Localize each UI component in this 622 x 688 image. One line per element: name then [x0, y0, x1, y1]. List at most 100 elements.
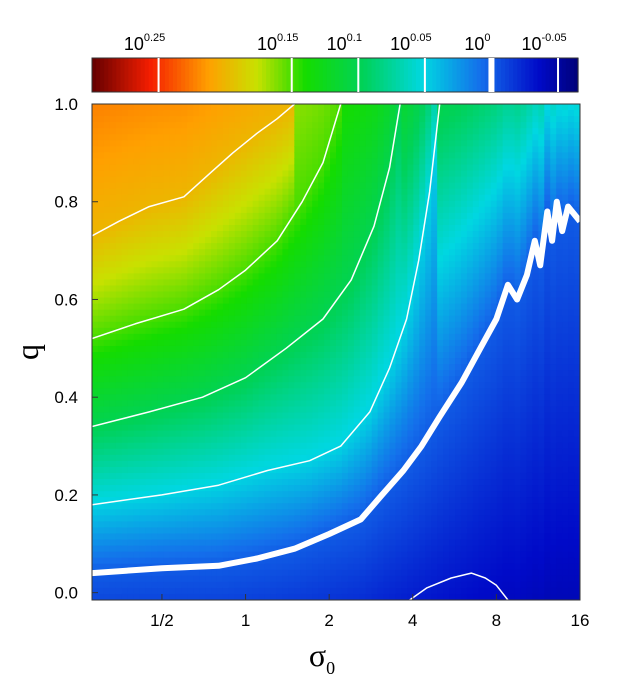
heatmap-cell	[377, 539, 385, 547]
heatmap-cell	[383, 255, 391, 262]
heatmap-cell	[234, 352, 242, 359]
heatmap-cell	[163, 442, 171, 450]
heatmap-cell	[133, 521, 141, 529]
heatmap-cell	[306, 521, 313, 529]
heatmap-cell	[407, 261, 415, 269]
heatmap-cell	[336, 557, 343, 565]
heatmap-cell	[288, 563, 296, 571]
heatmap-cell	[234, 376, 242, 383]
heatmap-cell	[121, 430, 129, 438]
heatmap-cell	[240, 206, 248, 214]
heatmap-cell	[312, 382, 319, 389]
heatmap-cell	[252, 297, 260, 305]
heatmap-cell	[145, 279, 153, 287]
colorbar-cell	[545, 58, 551, 92]
heatmap-cell	[437, 122, 444, 129]
heatmap-cell	[288, 206, 296, 214]
colorbar-cell	[217, 58, 223, 92]
heatmap-cell	[371, 551, 379, 559]
heatmap-cell	[97, 321, 105, 329]
heatmap-cell	[341, 146, 349, 154]
heatmap-cell	[258, 116, 266, 123]
heatmap-cell	[187, 509, 194, 517]
heatmap-cell	[216, 545, 224, 553]
heatmap-cell	[234, 364, 242, 371]
heatmap-cell	[145, 575, 153, 583]
heatmap-cell	[163, 418, 171, 426]
heatmap-cell	[151, 587, 159, 595]
heatmap-cell	[163, 521, 171, 529]
heatmap-cell	[103, 394, 111, 402]
heatmap-cell	[401, 164, 409, 172]
heatmap-cell	[234, 569, 242, 577]
heatmap-cell	[145, 291, 153, 299]
heatmap-cell	[324, 315, 331, 323]
heatmap-cell	[216, 212, 224, 220]
heatmap-cell	[389, 527, 397, 535]
heatmap-cell	[276, 593, 284, 600]
heatmap-cell	[425, 442, 432, 450]
heatmap-cell	[437, 551, 444, 559]
heatmap-cell	[193, 406, 200, 414]
heatmap-cell	[258, 285, 266, 293]
heatmap-cell	[359, 527, 367, 535]
heatmap-cell	[127, 170, 135, 178]
heatmap-cell	[175, 333, 182, 341]
heatmap-cell	[211, 358, 218, 365]
heatmap-cell	[157, 110, 165, 117]
heatmap-cell	[419, 303, 426, 311]
heatmap-cell	[127, 394, 135, 402]
heatmap-cell	[92, 321, 99, 329]
heatmap-cell	[425, 575, 432, 583]
heatmap-cell	[115, 593, 123, 600]
heatmap-cell	[246, 164, 254, 172]
heatmap-cell	[437, 104, 444, 111]
heatmap-cell	[371, 255, 379, 262]
heatmap-cell	[365, 515, 373, 523]
heatmap-cell	[425, 140, 432, 148]
heatmap-cell	[365, 406, 373, 414]
colorbar-cell	[391, 58, 397, 92]
heatmap-cell	[395, 134, 403, 141]
heatmap-cell	[127, 545, 135, 553]
heatmap-cell	[115, 551, 123, 559]
heatmap-cell	[336, 116, 343, 123]
heatmap-cell	[181, 370, 188, 377]
heatmap-cell	[234, 382, 242, 389]
heatmap-cell	[228, 315, 236, 323]
heatmap-cell	[234, 575, 242, 583]
heatmap-cell	[193, 170, 200, 178]
heatmap-cell	[258, 345, 266, 353]
heatmap-cell	[437, 352, 444, 359]
heatmap-cell	[127, 218, 135, 226]
heatmap-cell	[240, 243, 248, 250]
heatmap-cell	[294, 460, 301, 468]
heatmap-cell	[234, 424, 242, 432]
heatmap-cell	[187, 400, 194, 408]
heatmap-cell	[341, 587, 349, 595]
heatmap-cell	[133, 424, 141, 432]
heatmap-cell	[151, 212, 159, 220]
heatmap-cell	[133, 418, 141, 426]
heatmap-cell	[401, 376, 409, 383]
heatmap-cell	[264, 394, 272, 402]
heatmap-cell	[437, 448, 444, 456]
heatmap-cell	[330, 497, 337, 504]
heatmap-cell	[133, 388, 141, 396]
heatmap-cell	[211, 170, 218, 178]
heatmap-cell	[121, 146, 129, 154]
heatmap-cell	[151, 454, 159, 462]
heatmap-cell	[187, 533, 194, 541]
heatmap-cell	[246, 521, 254, 529]
heatmap-cell	[163, 364, 171, 371]
colorbar-cell	[541, 58, 547, 92]
heatmap-cell	[389, 533, 397, 541]
heatmap-cell	[205, 158, 212, 166]
heatmap-cell	[205, 491, 212, 498]
heatmap-cell	[282, 218, 290, 226]
heatmap-cell	[228, 218, 236, 226]
colorbar-cell	[432, 58, 437, 92]
heatmap-cell	[443, 116, 450, 123]
heatmap-cell	[216, 164, 224, 172]
colorbar-tick-base: 10	[390, 34, 410, 54]
